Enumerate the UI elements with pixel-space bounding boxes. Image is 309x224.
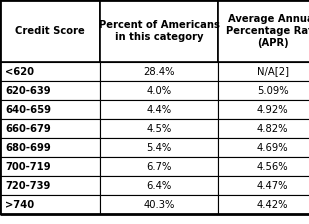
Bar bbox=[0, 0, 100, 62]
Text: 4.0%: 4.0% bbox=[146, 86, 171, 95]
Text: 4.82%: 4.82% bbox=[257, 123, 288, 134]
Bar bbox=[218, 100, 309, 119]
Text: 6.4%: 6.4% bbox=[146, 181, 171, 190]
Bar bbox=[100, 81, 218, 100]
Text: 640-659: 640-659 bbox=[5, 105, 51, 114]
Text: <620: <620 bbox=[5, 67, 34, 77]
Text: 40.3%: 40.3% bbox=[143, 200, 175, 209]
Bar bbox=[218, 81, 309, 100]
Bar bbox=[218, 0, 309, 62]
Text: 620-639: 620-639 bbox=[5, 86, 51, 95]
Bar bbox=[100, 0, 218, 62]
Text: 4.42%: 4.42% bbox=[257, 200, 288, 209]
Text: Credit Score: Credit Score bbox=[15, 26, 85, 36]
Text: 700-719: 700-719 bbox=[5, 162, 51, 172]
Text: 4.56%: 4.56% bbox=[257, 162, 288, 172]
Bar bbox=[0, 138, 100, 157]
Bar bbox=[0, 195, 100, 214]
Bar bbox=[0, 157, 100, 176]
Bar bbox=[0, 176, 100, 195]
Text: 28.4%: 28.4% bbox=[143, 67, 175, 77]
Bar bbox=[100, 157, 218, 176]
Bar bbox=[0, 119, 100, 138]
Text: 4.5%: 4.5% bbox=[146, 123, 171, 134]
Text: N/A[2]: N/A[2] bbox=[256, 67, 289, 77]
Text: 5.09%: 5.09% bbox=[257, 86, 288, 95]
Text: 4.92%: 4.92% bbox=[257, 105, 288, 114]
Bar bbox=[0, 81, 100, 100]
Text: 4.4%: 4.4% bbox=[146, 105, 171, 114]
Bar bbox=[218, 176, 309, 195]
Bar bbox=[218, 62, 309, 81]
Bar bbox=[100, 138, 218, 157]
Text: 660-679: 660-679 bbox=[5, 123, 51, 134]
Text: 720-739: 720-739 bbox=[5, 181, 50, 190]
Bar bbox=[218, 157, 309, 176]
Text: 6.7%: 6.7% bbox=[146, 162, 172, 172]
Text: Percent of Americans
in this category: Percent of Americans in this category bbox=[99, 20, 219, 42]
Text: 4.69%: 4.69% bbox=[257, 142, 288, 153]
Text: Average Annual
Percentage Rate
(APR): Average Annual Percentage Rate (APR) bbox=[226, 14, 309, 48]
Text: >740: >740 bbox=[5, 200, 34, 209]
Bar bbox=[0, 100, 100, 119]
Bar bbox=[0, 62, 100, 81]
Text: 680-699: 680-699 bbox=[5, 142, 51, 153]
Bar bbox=[218, 138, 309, 157]
Bar bbox=[100, 119, 218, 138]
Bar bbox=[218, 119, 309, 138]
Text: 5.4%: 5.4% bbox=[146, 142, 171, 153]
Text: 4.47%: 4.47% bbox=[257, 181, 288, 190]
Bar bbox=[218, 195, 309, 214]
Bar bbox=[100, 195, 218, 214]
Bar bbox=[100, 62, 218, 81]
Bar bbox=[100, 176, 218, 195]
Bar bbox=[100, 100, 218, 119]
